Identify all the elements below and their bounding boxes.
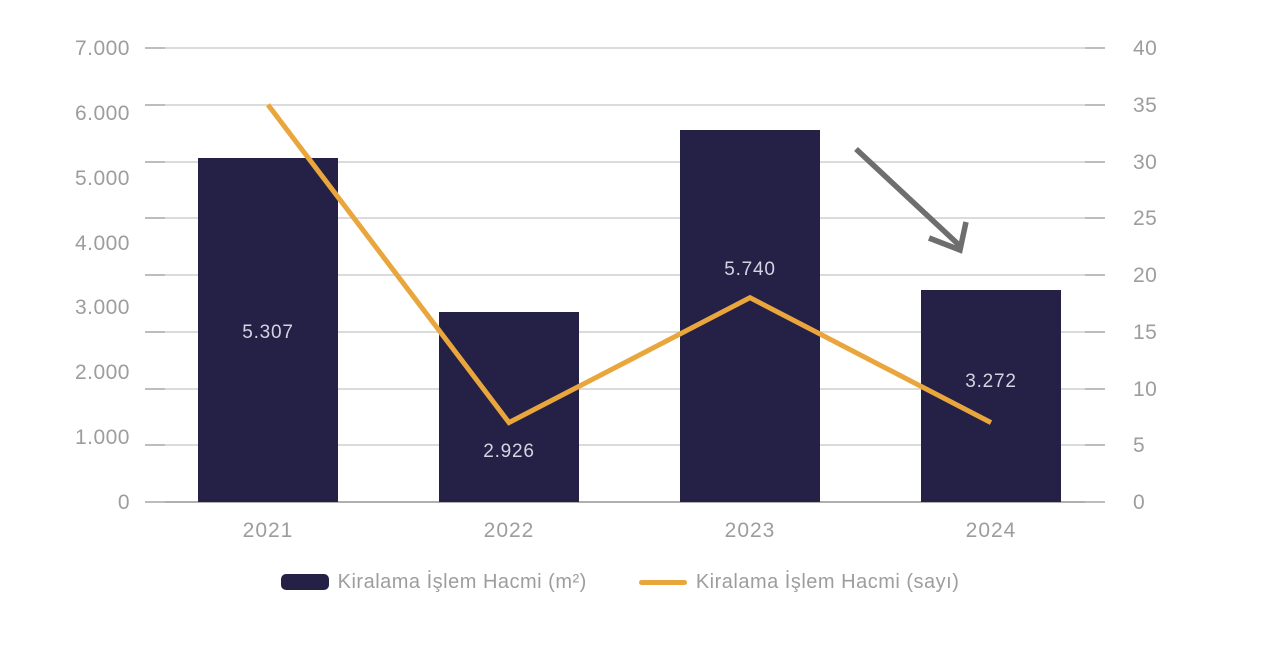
line-series [266,103,993,426]
y-axis-left-tick-label: 2.000 [74,361,130,385]
y-axis-right-tick-label: 5 [1133,434,1146,458]
axis-tick [145,387,165,390]
bar-2022 [439,312,579,502]
y-axis-right-tick-label: 10 [1133,377,1158,401]
gridline [145,103,1105,106]
axis-tick [145,47,165,49]
gridline [145,47,1105,49]
y-axis-right-tick-label: 40 [1133,37,1158,60]
gridline [145,501,1105,503]
y-axis-right-tick-label: 35 [1133,93,1158,117]
y-axis-right-tick-label: 30 [1133,150,1158,174]
bar-2024 [921,289,1061,502]
downward-trend-arrow-icon [854,146,969,254]
x-axis-tick-label: 2024 [965,519,1017,542]
bar-value-label: 2.926 [483,441,535,462]
axis-tick [1085,274,1105,276]
gridline [145,444,1105,447]
x-axis-tick-label: 2021 [242,519,294,542]
y-axis-right-tick-label: 0 [1133,491,1146,514]
y-axis-left-tick-label: 1.000 [74,426,130,450]
y-axis-right-tick-label: 15 [1133,320,1158,344]
axis-tick [145,160,165,163]
axis-tick [145,501,165,503]
y-axis-left-tick-label: 0 [117,491,130,514]
bar-value-label: 3.272 [965,371,1017,392]
y-axis-left-tick-label: 7.000 [74,37,130,60]
axis-tick [145,274,165,276]
y-axis-left-tick-label: 3.000 [74,296,130,320]
x-axis-tick-label: 2022 [483,519,535,542]
y-axis-right-tick-label: 20 [1133,264,1158,287]
axis-tick [145,103,165,106]
legend-label-line-series: Kiralama İşlem Hacmi (sayı) [695,570,960,593]
x-axis-tick-label: 2023 [724,519,776,542]
axis-tick [1085,217,1105,220]
chart-legend: Kiralama İşlem Hacmi (m²) Kiralama İşlem… [0,566,1240,598]
y-axis-left-tick-label: 6.000 [74,101,130,125]
bar-2023 [680,129,820,502]
axis-tick [1085,330,1105,333]
axis-tick [1085,501,1105,503]
axis-tick [145,330,165,333]
axis-tick [1085,47,1105,49]
legend-item-bar-series: Kiralama İşlem Hacmi (m²) [280,570,587,594]
y-axis-right-tick-label: 25 [1133,207,1158,231]
axis-tick [1085,103,1105,106]
line-series-swatch-icon [638,579,687,585]
bar-value-label: 5.740 [724,259,776,280]
axis-tick [145,217,165,220]
y-axis-left-tick-label: 5.000 [74,166,130,190]
bar-series-swatch-icon [280,574,329,590]
bar-value-label: 5.307 [242,322,294,343]
axis-tick [145,444,165,447]
axis-tick [1085,387,1105,390]
legend-label-bar-series: Kiralama İşlem Hacmi (m²) [337,570,587,593]
legend-item-line-series: Kiralama İşlem Hacmi (sayı) [638,570,960,594]
axis-tick [1085,160,1105,163]
y-axis-left-tick-label: 4.000 [74,231,130,255]
axis-tick [1085,444,1105,447]
